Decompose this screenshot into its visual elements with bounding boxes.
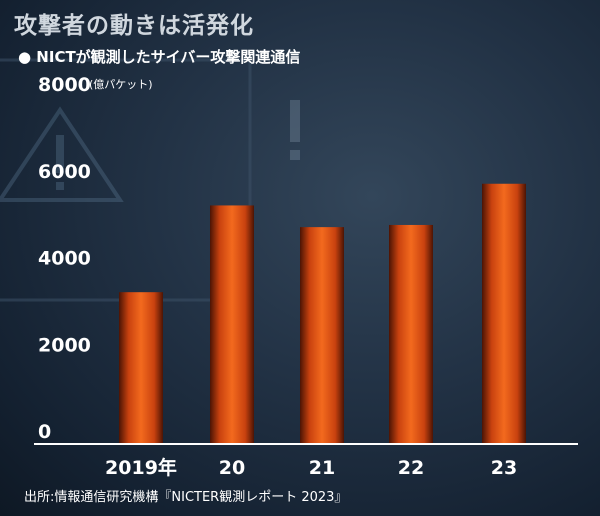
bar (210, 205, 254, 444)
y-tick-label: 0 (38, 421, 51, 443)
x-tick-label: 22 (398, 457, 424, 479)
x-tick-label: 21 (309, 457, 335, 479)
bar (389, 224, 433, 444)
bar (119, 292, 163, 444)
y-tick-label: 2000 (38, 334, 91, 356)
y-tick-label: 8000 (38, 74, 91, 96)
x-tick-label: 2019年 (105, 456, 177, 479)
x-tick-label: 20 (219, 457, 245, 479)
x-tick-label: 23 (491, 457, 517, 479)
source-note: 出所:情報通信研究機構『NICTER観測レポート 2023』 (24, 490, 348, 505)
bar (300, 227, 344, 444)
y-unit-label: (億パケット) (89, 78, 153, 91)
chart-title: 攻撃者の動きは活発化 (14, 13, 254, 39)
bar (482, 183, 526, 444)
y-tick-label: 6000 (38, 161, 91, 183)
chart-subtitle: ● NICTが観測したサイバー攻撃関連通信 (18, 48, 301, 66)
y-tick-label: 4000 (38, 248, 91, 270)
